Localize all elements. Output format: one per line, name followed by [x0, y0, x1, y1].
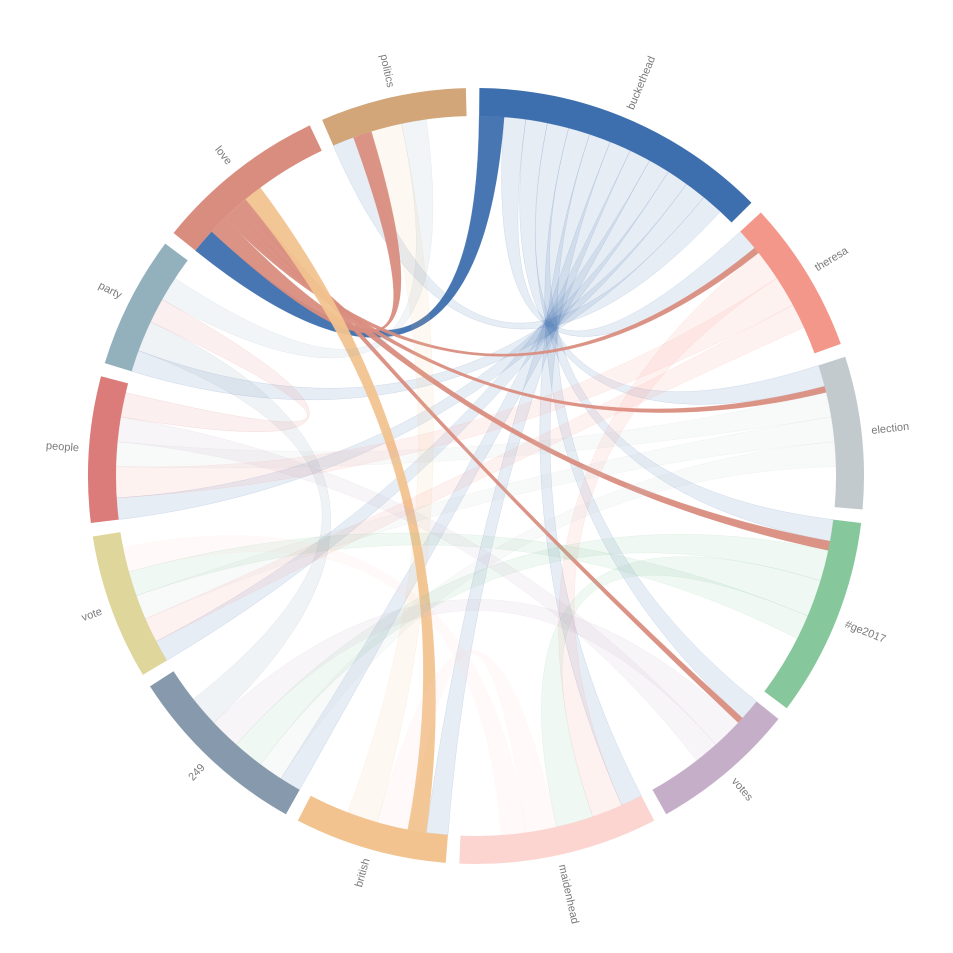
- chord: [195, 115, 505, 338]
- group-arc: [149, 671, 300, 815]
- group-arc: [173, 125, 322, 251]
- chord: [519, 119, 825, 405]
- group-label: theresa: [813, 244, 851, 274]
- group-label: 249: [186, 762, 207, 784]
- chord: [535, 122, 834, 542]
- group-label: british: [353, 857, 373, 889]
- chord: [245, 187, 436, 833]
- group-label: #ge2017: [843, 619, 887, 646]
- chord: [501, 116, 755, 337]
- group-label: people: [46, 440, 80, 454]
- chord: [131, 183, 705, 401]
- chord: [544, 127, 757, 719]
- chord: [120, 299, 310, 433]
- chord: [280, 150, 650, 791]
- chord: [539, 134, 642, 806]
- group-label: maidenhead: [556, 863, 581, 925]
- group-label: buckethead: [625, 54, 658, 111]
- chord: [128, 532, 809, 639]
- group-label: party: [96, 280, 124, 302]
- group-label: love: [212, 144, 234, 167]
- group-arc: [297, 795, 448, 863]
- group-arc: [740, 212, 841, 354]
- group-arcs: [88, 88, 864, 864]
- group-label: vote: [80, 606, 104, 624]
- group-label: election: [871, 421, 910, 437]
- group-arc: [322, 88, 467, 146]
- group-arc: [818, 356, 864, 510]
- group-arc: [104, 243, 188, 372]
- group-arc: [479, 88, 752, 223]
- group-label: politics: [377, 53, 396, 89]
- chords: [115, 115, 837, 836]
- chord: [541, 556, 821, 828]
- group-arc: [92, 532, 167, 675]
- group-arc: [764, 519, 862, 709]
- chord: [213, 599, 739, 745]
- group-label: votes: [729, 776, 755, 804]
- group-arc: [652, 701, 779, 815]
- group-arc: [88, 376, 129, 524]
- chord: [155, 160, 669, 661]
- group-arc: [459, 795, 655, 864]
- chord: [332, 137, 721, 330]
- chord: [260, 441, 837, 779]
